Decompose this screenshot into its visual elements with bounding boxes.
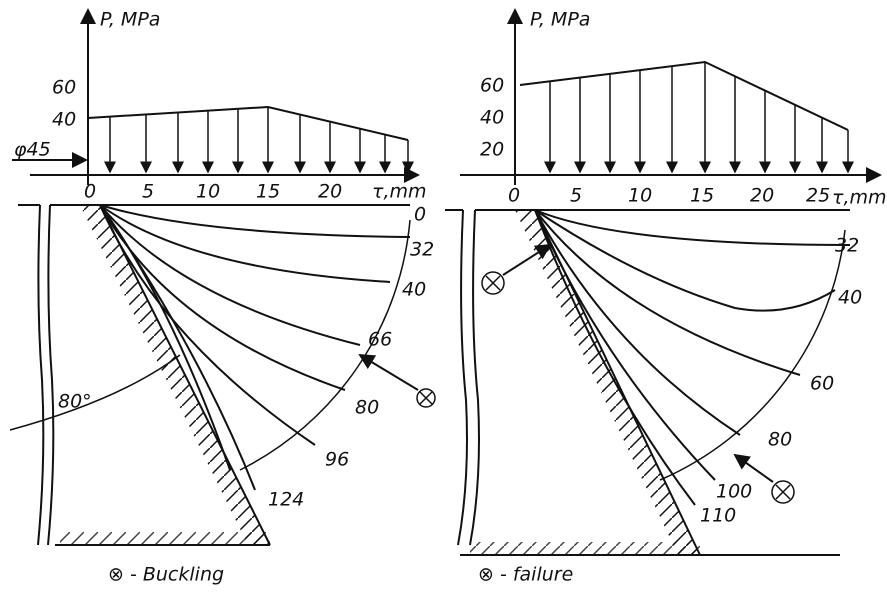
curve-label: 124: [268, 489, 304, 511]
curve-label: 0: [414, 204, 426, 226]
y-label: 40: [480, 107, 504, 129]
x-label: 20: [318, 181, 342, 203]
x-label: 0: [508, 185, 520, 207]
curve-label: 66: [368, 329, 392, 351]
legend: ⊗ - Buckling: [108, 564, 224, 586]
right-sketch: 32 40 60 80 100 110 ⊗ - failure: [445, 210, 862, 586]
y-label: 20: [480, 139, 504, 161]
right-pressure-plot: P, MPa 60 40 20 0 5 10 15 20 25 τ,mm: [460, 9, 887, 209]
curve-label: 40: [402, 279, 426, 301]
x-label: 10: [196, 181, 220, 203]
curve-label: 80: [768, 429, 792, 451]
left-pressure-plot: P, MPa 60 40 φ45 0 5 10 15 20 τ,mm: [12, 9, 427, 203]
x-label: 20: [750, 185, 774, 207]
x-label: 5: [142, 181, 154, 203]
legend: ⊗ - failure: [478, 564, 573, 586]
left-sketch: 0 32 40 66 80 96 124 80° ⊗ - Buckling: [10, 204, 435, 586]
axis-label: P, MPa: [530, 9, 590, 31]
curve-label: 110: [700, 505, 736, 527]
angle-label: 80°: [58, 391, 92, 413]
curve-label: 100: [716, 481, 752, 503]
curve-label: 32: [835, 235, 859, 257]
x-label: 25: [806, 185, 830, 207]
y-label: 60: [480, 75, 504, 97]
curve-label: 32: [410, 239, 434, 261]
diagram: P, MPa 60 40 φ45 0 5 10 15 20 τ,mm 0 32 …: [0, 0, 887, 592]
y-label: 40: [52, 109, 76, 131]
curve-label: 96: [325, 449, 349, 471]
diameter-label: φ45: [14, 139, 51, 161]
x-label: 10: [628, 185, 652, 207]
x-label: 0: [84, 181, 96, 203]
x-label: 15: [256, 181, 280, 203]
curve-label: 80: [355, 397, 379, 419]
x-label: 15: [690, 185, 714, 207]
axis-label: P, MPa: [100, 9, 160, 31]
x-axis-label: τ,mm: [372, 181, 427, 203]
curve-label: 40: [838, 287, 862, 309]
x-axis-label: τ,mm: [832, 187, 887, 209]
y-label: 60: [52, 77, 76, 99]
curve-label: 60: [810, 373, 834, 395]
x-label: 5: [570, 185, 582, 207]
